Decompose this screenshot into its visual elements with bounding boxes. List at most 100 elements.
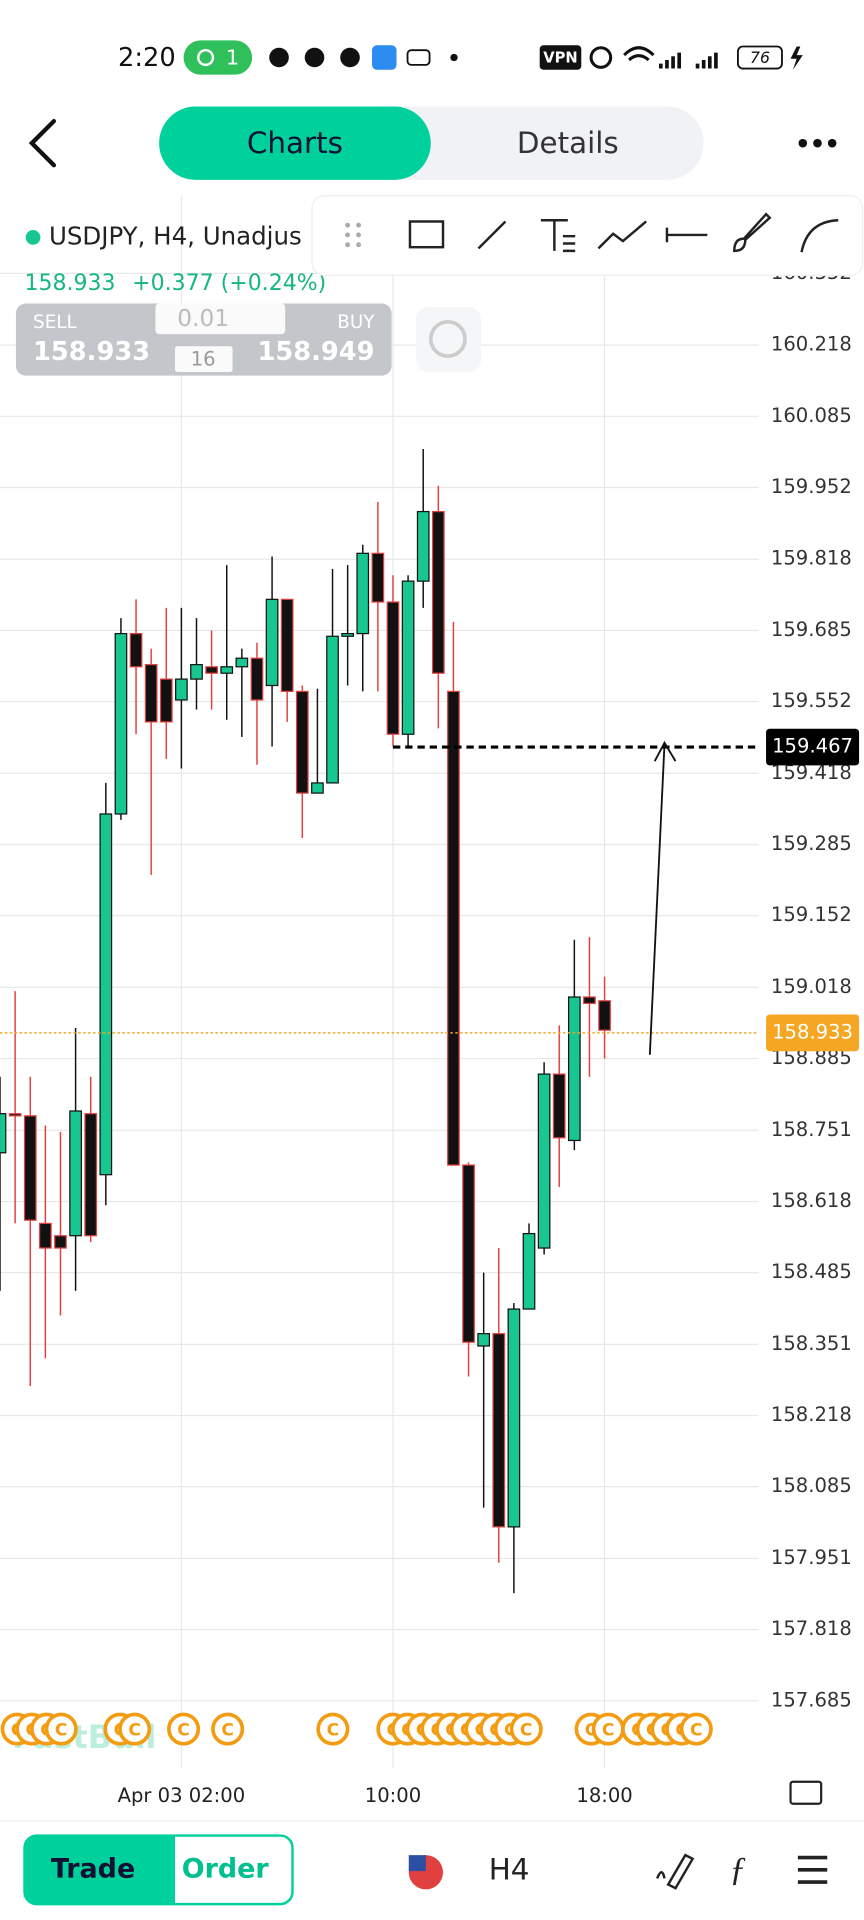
toolbar-icons[interactable] [345, 212, 839, 253]
hotspot-icon [197, 48, 215, 67]
timeframe[interactable]: H4 [489, 1853, 530, 1887]
symbol-change: +0.377 (+0.24%) [132, 271, 326, 296]
indicator-icon[interactable]: ƒ [729, 1850, 746, 1888]
y-tick-label: 159.685 [771, 618, 852, 641]
signal-icon [658, 52, 718, 69]
candle-body [326, 635, 339, 784]
x-tick-label: 18:00 [576, 1784, 632, 1807]
tab-charts[interactable]: Charts [247, 126, 343, 160]
spread: 16 [191, 347, 216, 370]
y-tick-label: 157.951 [771, 1546, 852, 1569]
price-label: 158.933 [772, 1020, 853, 1043]
y-tick-label: 158.485 [771, 1260, 852, 1283]
event-marker-label: C [520, 1720, 533, 1740]
price-label: 159.467 [772, 735, 853, 758]
spread-box [175, 346, 233, 373]
sell-price[interactable]: 158.933 [33, 337, 150, 367]
candle-body [205, 666, 218, 674]
candle-body [492, 1333, 506, 1528]
more-dot [450, 53, 458, 62]
lot-box[interactable] [155, 303, 286, 335]
y-tick-label: 159.285 [771, 832, 852, 855]
x-tick-label: 10:00 [365, 1784, 421, 1807]
candle-body [0, 1113, 7, 1154]
tab-details[interactable]: Details [517, 126, 619, 160]
status-dot [25, 230, 41, 245]
event-marker-label: C [602, 1720, 615, 1740]
menu-icon[interactable] [797, 1855, 828, 1884]
candle-body [54, 1235, 67, 1249]
draw-tool-icon[interactable] [656, 1853, 695, 1890]
y-tick-label: 158.085 [771, 1474, 852, 1497]
candle-body [175, 678, 188, 701]
back-button[interactable] [28, 119, 57, 168]
candle-body [507, 1308, 521, 1528]
tab-active[interactable] [159, 106, 431, 180]
status-time: 2:20 [118, 43, 176, 73]
app-icon [372, 45, 397, 70]
candle-body [84, 1113, 98, 1237]
trade-tab[interactable]: Trade [51, 1853, 135, 1884]
candle-body [598, 1000, 611, 1031]
lot-size[interactable]: 0.01 [177, 305, 229, 332]
event-marker-label: C [690, 1720, 703, 1740]
candle-body [401, 580, 415, 735]
candle-body [99, 813, 113, 1176]
candle-body [522, 1232, 536, 1310]
hotspot-pill [183, 40, 253, 75]
candle-body [552, 1073, 566, 1139]
app-icon [269, 47, 289, 68]
event-marker [316, 1712, 350, 1746]
battery-level: 76 [750, 48, 770, 67]
candle-body [69, 1110, 82, 1237]
candle-body [341, 632, 354, 637]
candle-body [39, 1222, 52, 1249]
candle-body [235, 657, 249, 668]
sell-label[interactable]: SELL [33, 312, 77, 333]
more-menu[interactable] [798, 138, 837, 148]
vpn-label: VPN [543, 50, 577, 67]
candle-body [265, 598, 279, 687]
y-tick-label: 160.085 [771, 404, 852, 427]
candle-body [537, 1073, 551, 1249]
y-tick-label: 158.351 [771, 1332, 852, 1355]
y-tick-label: 159.552 [771, 689, 852, 712]
y-tick-label: 157.818 [771, 1617, 852, 1640]
event-marker [44, 1712, 78, 1746]
candle-body [280, 598, 294, 693]
candle-body [371, 552, 385, 603]
buy-label[interactable]: BUY [337, 312, 375, 333]
candle-body [114, 632, 128, 815]
price-label-box [766, 728, 860, 766]
app-icon [340, 47, 360, 68]
candle-body [462, 1164, 475, 1343]
y-tick-label: 159.818 [771, 547, 852, 570]
wifi-icon [623, 46, 655, 62]
candle-body [311, 782, 324, 794]
y-tick-label: 158.218 [771, 1403, 852, 1426]
event-marker-label: C [327, 1720, 340, 1740]
app-icon [406, 49, 431, 66]
buy-price[interactable]: 158.949 [257, 337, 374, 367]
refresh-icon [428, 320, 467, 358]
candle-body [431, 510, 445, 674]
event-marker [167, 1712, 201, 1746]
y-tick-label: 157.685 [771, 1688, 852, 1711]
y-tick-label: 158.885 [771, 1046, 852, 1069]
order-tab[interactable]: Order [182, 1853, 270, 1884]
fullscreen-icon[interactable] [789, 1780, 823, 1805]
event-marker-label: C [221, 1720, 234, 1740]
refresh-button[interactable] [416, 307, 481, 373]
candle-body [159, 678, 173, 723]
chart-plot: FastBullCCCCCCCCCCCCCCCCCCCCCCCCCC [0, 195, 759, 1769]
candle-body [386, 601, 400, 735]
candle-body [567, 996, 581, 1142]
event-marker [509, 1712, 543, 1746]
trade-tab-bg[interactable] [24, 1835, 176, 1905]
vpn-badge [539, 45, 582, 70]
event-marker-label: C [177, 1720, 190, 1740]
candle-body [8, 1113, 22, 1117]
